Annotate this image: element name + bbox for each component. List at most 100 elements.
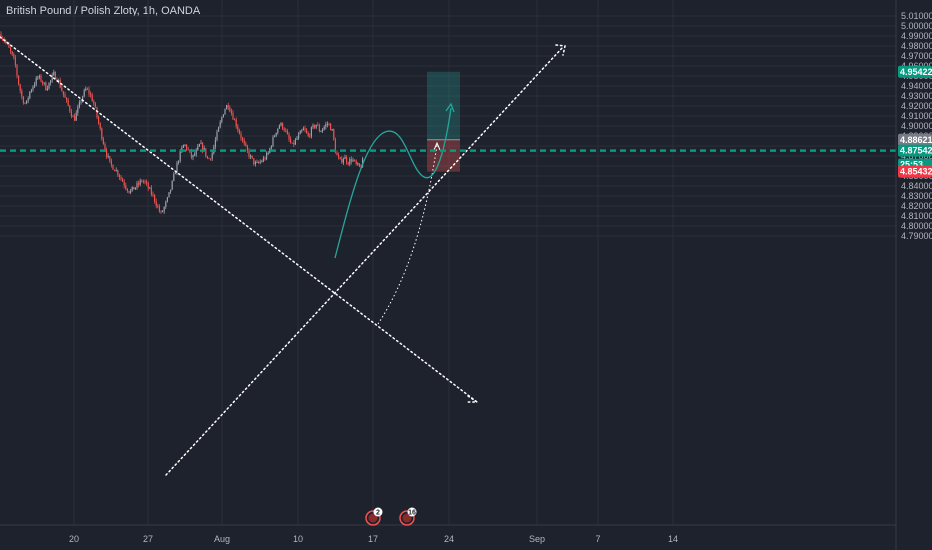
candle-body — [186, 144, 188, 150]
candle-body — [70, 111, 72, 117]
candle-body — [96, 107, 98, 118]
stop-price-badge: 4.85432 — [898, 165, 932, 178]
candle-body — [240, 133, 242, 139]
candle-body — [136, 183, 138, 188]
target-price-badge-text: 4.95422 — [900, 67, 932, 77]
candle-body — [64, 94, 66, 98]
time-axis: 20 27 Aug 10 17 24 Sep 7 14 — [0, 524, 896, 544]
candle-body — [278, 125, 280, 129]
candle-body — [42, 81, 44, 84]
candle-body — [229, 107, 231, 112]
countdown-badge-text: 25:53 — [900, 160, 923, 170]
candle-body — [125, 185, 127, 189]
candle-body — [318, 125, 320, 132]
position-profit-zone[interactable] — [427, 71, 460, 140]
candle-body — [235, 119, 237, 127]
candle-body — [224, 109, 226, 115]
candle-body — [192, 154, 194, 158]
candle-body — [171, 180, 173, 190]
candle-body — [74, 116, 76, 121]
candle-body — [242, 138, 244, 141]
candle-body — [302, 128, 304, 131]
candle-body — [280, 122, 282, 126]
candle-body — [232, 113, 234, 120]
candle-body — [130, 190, 132, 193]
economic-event-marker-2[interactable]: 16 — [399, 507, 417, 526]
grid-lines — [0, 0, 896, 525]
price-tick-label: 4.81000 — [901, 211, 932, 221]
candle-body — [5, 40, 7, 43]
candle-body — [350, 159, 352, 162]
candle-body — [184, 144, 186, 146]
candle-body — [250, 155, 252, 157]
price-tick-label: 4.84000 — [901, 181, 932, 191]
economic-event-marker-1[interactable]: 2 — [365, 507, 383, 526]
candle-body — [347, 162, 349, 165]
candle-body — [320, 131, 322, 133]
time-tick-label: 27 — [143, 534, 153, 544]
candle-body — [222, 114, 224, 118]
candle-body — [37, 77, 39, 79]
candle-body — [181, 147, 183, 151]
time-tick-label: 14 — [668, 534, 678, 544]
candle-body — [69, 105, 71, 112]
economic-event-marker-1-count: 2 — [376, 510, 380, 517]
candle-body — [38, 75, 40, 78]
candle-body — [32, 86, 34, 90]
candle-body — [11, 51, 13, 55]
candle-body — [77, 107, 79, 113]
entry-price-badge-bg — [898, 133, 932, 146]
candle-body — [101, 128, 103, 140]
candle-body — [126, 188, 128, 192]
candle-body — [80, 101, 82, 103]
candle-body — [237, 126, 239, 131]
candle-body — [304, 128, 306, 130]
candle-body — [78, 102, 80, 108]
candle-body — [152, 194, 154, 196]
forecast-curve[interactable] — [334, 107, 452, 259]
price-axis-bg[interactable] — [896, 0, 932, 550]
candle-body — [139, 180, 141, 185]
candle-body — [312, 125, 314, 128]
candle-body — [85, 88, 87, 91]
price-tick-label: 4.79000 — [901, 231, 932, 241]
candle-body — [157, 205, 159, 207]
candle-body — [210, 158, 212, 160]
candle-body — [54, 71, 56, 80]
candle-body — [128, 191, 130, 193]
time-tick-label: Sep — [529, 534, 545, 544]
trendline-descending[interactable] — [0, 36, 478, 403]
candle-body — [19, 84, 21, 91]
candle-body — [165, 201, 167, 207]
candle-body — [251, 155, 253, 159]
projection-line[interactable] — [377, 144, 438, 325]
candle-body — [349, 159, 351, 165]
current-price-badge-bg — [898, 144, 932, 157]
candle-body — [338, 155, 340, 158]
candle-body — [299, 131, 301, 135]
position-loss-zone[interactable] — [427, 139, 460, 172]
candle-body — [221, 117, 223, 122]
price-tick-label: 5.00000 — [901, 21, 932, 31]
candle-body — [91, 94, 93, 102]
candle-body — [298, 134, 300, 139]
candle-body — [2, 38, 4, 40]
candle-body — [21, 90, 23, 97]
candle-body — [238, 130, 240, 134]
projection-arrowhead — [433, 141, 441, 151]
candle-body — [158, 206, 160, 212]
price-tick-label: 4.92000 — [901, 101, 932, 111]
candle-body — [107, 156, 109, 158]
trendline-ascending[interactable] — [165, 46, 564, 476]
candle-body — [24, 103, 26, 105]
candle-body — [310, 127, 312, 137]
candle-body — [94, 103, 96, 108]
candle-body — [309, 135, 311, 137]
candle-body — [254, 162, 256, 165]
candle-body — [160, 211, 162, 213]
trendline-descending-arrowhead — [466, 395, 480, 403]
candle-body — [211, 153, 213, 159]
candle-body — [120, 176, 122, 179]
candle-body — [117, 170, 119, 175]
